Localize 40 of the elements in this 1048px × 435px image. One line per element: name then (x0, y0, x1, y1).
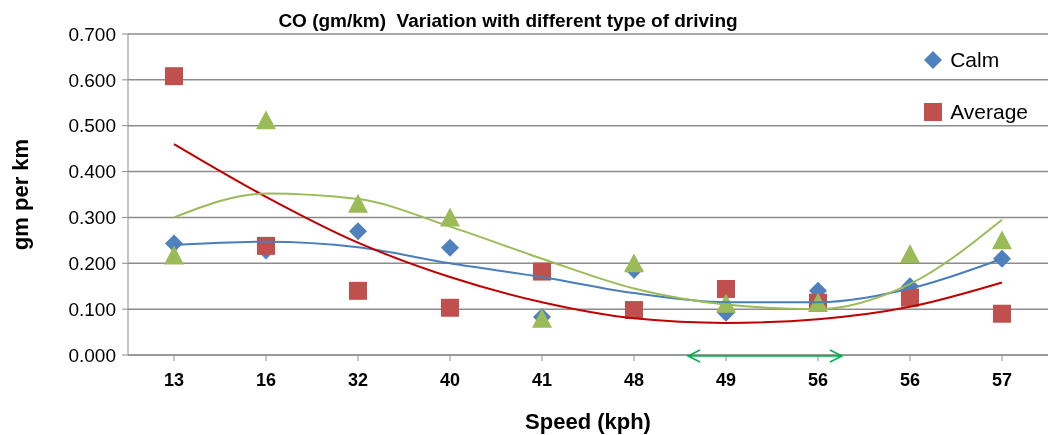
legend-label: Average (950, 100, 1028, 124)
y-tick-label: 0.500 (68, 115, 116, 137)
legend-label: Calm (950, 48, 1000, 72)
point (993, 304, 1011, 323)
line-series (173, 192, 1003, 311)
point (441, 238, 459, 257)
point (349, 281, 367, 300)
point (900, 244, 920, 264)
point (256, 110, 276, 130)
y-axis-title: gm per km (7, 138, 33, 251)
point (441, 298, 459, 317)
point (993, 249, 1011, 268)
x-tick-label: 56 (807, 369, 829, 390)
y-tick-label: 0.400 (68, 161, 116, 183)
x-tick-label: 57 (991, 369, 1013, 390)
x-tick-label: 56 (899, 369, 921, 390)
y-tick-label: 0.300 (68, 207, 116, 229)
y-tick-label: 0.200 (68, 253, 116, 275)
x-axis-title: Speed (kph) (525, 409, 651, 434)
y-tick-label: 0.100 (68, 298, 116, 320)
line-series (173, 143, 1003, 324)
y-tick-label: 0.700 (68, 23, 116, 45)
x-tick-label: 41 (531, 369, 553, 390)
x-tick-label: 49 (715, 369, 737, 390)
chart-title: CO (gm/km) Variation with different type of driving (277, 10, 739, 32)
point (992, 230, 1012, 250)
x-tick-label: 16 (255, 369, 277, 390)
point (165, 67, 183, 86)
x-tick-label: 40 (439, 369, 461, 390)
point (624, 253, 644, 273)
x-tick-label: 32 (347, 369, 369, 390)
y-tick-label: 0.000 (68, 344, 116, 366)
x-tick-label: 48 (623, 369, 645, 390)
point (348, 193, 368, 213)
point (164, 245, 184, 265)
point (717, 279, 735, 298)
x-tick-label: 13 (163, 369, 185, 390)
point (349, 222, 367, 241)
y-tick-label: 0.600 (68, 69, 116, 91)
point (625, 301, 643, 320)
